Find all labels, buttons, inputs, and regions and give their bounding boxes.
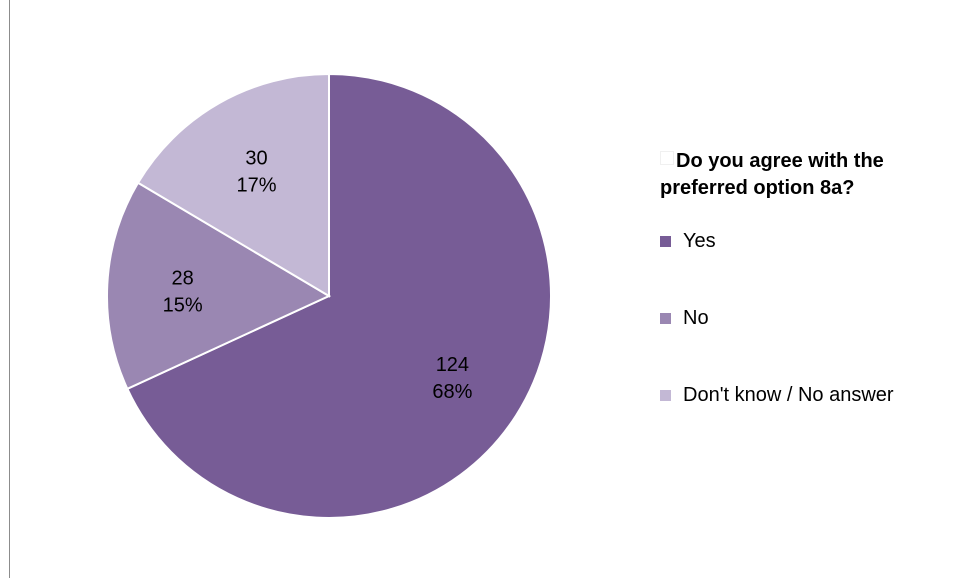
slice-label-dontknow-percent: 17% [236, 175, 276, 197]
pie-slice-dontknow [136, 72, 330, 298]
legend-label-yes: Yes [683, 230, 716, 252]
legend-entry-dontknow: Don't know / No answer [660, 384, 894, 407]
legend-swatch-no [660, 313, 671, 324]
legend-title: Do you agree with the preferred option 8… [660, 148, 955, 202]
legend-label-no: No [683, 307, 709, 329]
chart-legend: Do you agree with the preferred option 8… [655, 148, 955, 406]
slice-label-dontknow-value: 30 [245, 148, 267, 170]
pie-slices [106, 72, 552, 519]
slice-label-yes-value: 124 [436, 354, 469, 376]
slice-label-no-value: 28 [172, 267, 194, 289]
legend-swatch-yes [660, 236, 671, 247]
pie-slice-no [106, 181, 332, 391]
chart-frame-border [9, 0, 10, 578]
legend-entry-yes: Yes [660, 230, 716, 253]
slice-label-no-percent: 15% [163, 294, 203, 316]
legend-label-dontknow: Don't know / No answer [683, 384, 894, 406]
legend-entry-no: No [660, 307, 709, 330]
legend-title-text: Do you agree with the preferred option 8… [660, 150, 884, 199]
pie-labels: 124 68% 28 15% 30 17% [163, 148, 473, 403]
legend-title-box [660, 151, 674, 165]
slice-label-yes-percent: 68% [432, 381, 472, 403]
legend-swatch-dontknow [660, 390, 671, 401]
pie-slice-yes [126, 72, 552, 519]
